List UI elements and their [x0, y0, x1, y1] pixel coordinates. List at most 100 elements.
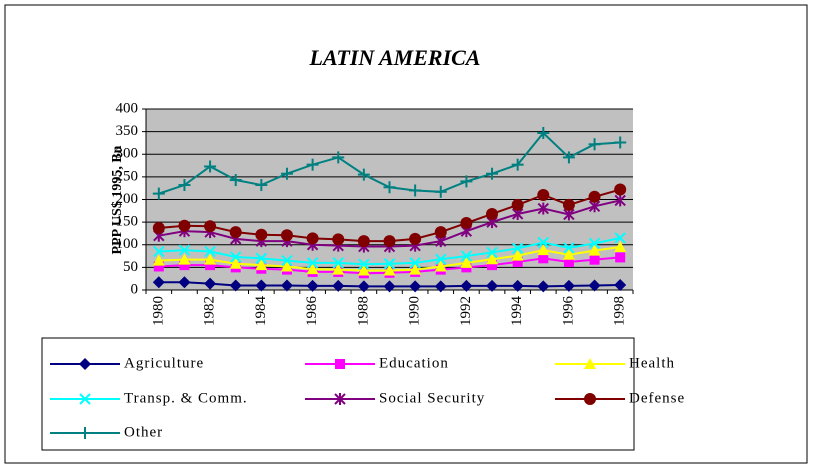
marker [153, 261, 164, 272]
marker [204, 220, 217, 233]
marker-shape [332, 279, 345, 292]
marker-shape [511, 198, 524, 211]
y-tick-label: 200 [116, 191, 139, 207]
marker-shape [563, 256, 574, 267]
x-tick-label: 1980 [150, 296, 166, 326]
marker-shape [383, 280, 396, 293]
marker [178, 179, 191, 192]
marker-stroke [435, 253, 447, 265]
marker [538, 253, 549, 264]
marker [205, 260, 216, 271]
marker-stroke [79, 393, 91, 405]
marker-shape [434, 226, 447, 239]
marker-shape [460, 256, 473, 268]
marker [614, 194, 626, 207]
marker [409, 232, 422, 245]
marker [229, 174, 242, 187]
marker [434, 226, 447, 239]
marker [153, 245, 165, 258]
marker-shape [357, 235, 370, 248]
marker-stroke [204, 245, 216, 258]
marker-shape [204, 277, 217, 290]
marker [79, 427, 91, 439]
legend-entry: Education [305, 355, 448, 371]
marker [584, 393, 596, 405]
marker [434, 185, 447, 198]
marker [280, 279, 293, 292]
marker [152, 222, 165, 235]
marker-stroke [178, 244, 191, 256]
marker-shape [205, 260, 216, 271]
marker-shape [204, 253, 217, 265]
marker-shape [306, 232, 319, 245]
marker [486, 253, 499, 265]
legend-entry: Agriculture [50, 355, 204, 371]
marker-shape [538, 253, 549, 264]
marker [486, 167, 499, 180]
marker-shape [357, 280, 370, 293]
marker [358, 258, 370, 270]
x-tick-label: 1982 [202, 296, 218, 326]
marker-shape [178, 219, 191, 232]
marker-stroke [255, 252, 268, 265]
marker-shape [487, 260, 498, 271]
marker [409, 184, 422, 197]
marker-shape [562, 279, 575, 292]
marker [335, 359, 345, 369]
marker-shape [511, 249, 524, 261]
marker [357, 168, 370, 181]
marker-shape [588, 190, 601, 203]
marker [614, 241, 627, 253]
marker [332, 263, 345, 275]
marker-shape [332, 263, 345, 275]
marker [537, 244, 550, 256]
marker [537, 236, 549, 249]
y-tick-label: 300 [116, 146, 139, 162]
marker [178, 244, 191, 256]
marker [511, 198, 524, 211]
marker [614, 183, 627, 196]
marker [383, 264, 396, 276]
marker [460, 217, 473, 230]
marker-shape [178, 253, 191, 265]
marker-stroke [306, 257, 319, 269]
marker [178, 219, 191, 232]
x-tick-label: 1984 [253, 296, 269, 327]
marker-shape [512, 256, 523, 267]
marker-shape [306, 279, 319, 292]
marker-stroke [230, 251, 242, 263]
marker [511, 279, 524, 292]
marker [563, 242, 575, 254]
marker-shape [280, 279, 293, 292]
chart-title: LATIN AMERICA [309, 45, 481, 70]
marker [383, 280, 396, 293]
marker [204, 160, 217, 173]
marker [588, 279, 601, 292]
legend-label: Social Security [379, 390, 485, 406]
marker-shape [589, 254, 600, 265]
x-tick-label: 1990 [407, 296, 423, 326]
marker [255, 252, 268, 265]
marker [460, 175, 473, 188]
marker [615, 252, 626, 263]
marker [487, 260, 498, 271]
marker-stroke [537, 236, 549, 249]
marker-stroke [486, 246, 498, 259]
marker-shape [335, 359, 345, 369]
marker [178, 276, 191, 289]
marker [306, 263, 319, 275]
marker [562, 198, 575, 211]
marker-shape [486, 253, 499, 265]
marker [562, 248, 575, 260]
marker-shape [537, 244, 550, 256]
marker [537, 280, 550, 293]
marker-shape [562, 248, 575, 260]
marker-shape [614, 241, 627, 253]
marker-shape [255, 228, 268, 241]
marker [357, 280, 370, 293]
legend-label: Agriculture [124, 355, 204, 371]
marker-shape [255, 259, 268, 271]
marker [563, 256, 574, 267]
marker [281, 254, 293, 267]
marker [511, 249, 524, 261]
